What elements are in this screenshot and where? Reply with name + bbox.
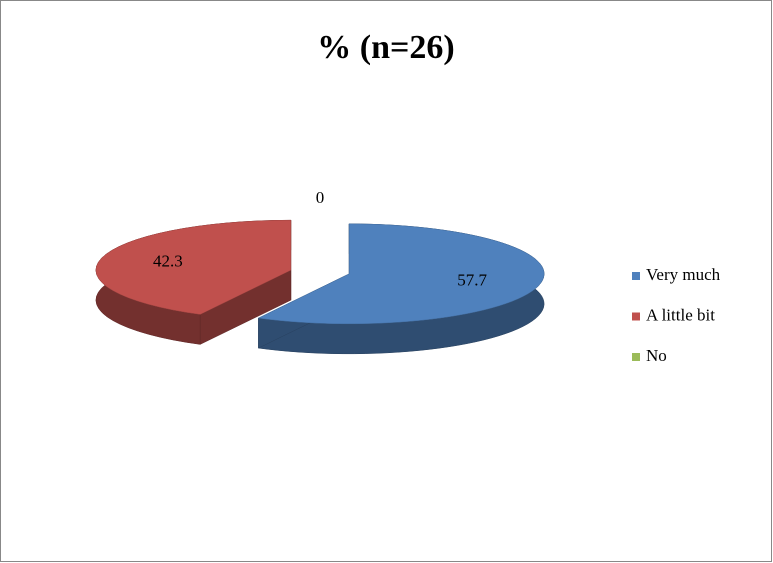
legend: Very much A little bit No <box>632 265 721 365</box>
legend-label: A little bit <box>646 305 715 324</box>
slice <box>95 219 292 315</box>
legend-label: No <box>646 346 667 365</box>
legend-swatch <box>632 312 640 321</box>
data-label: 0 <box>316 188 325 207</box>
data-label: 57.7 <box>457 271 487 290</box>
data-label: 42.3 <box>153 251 183 270</box>
pie: 57.7 42.3 0 <box>95 188 545 355</box>
chart-title: % (n=26) <box>317 29 454 66</box>
legend-label: Very much <box>646 265 721 284</box>
slice <box>257 223 545 325</box>
legend-swatch <box>632 272 640 280</box>
legend-swatch <box>632 353 640 361</box>
